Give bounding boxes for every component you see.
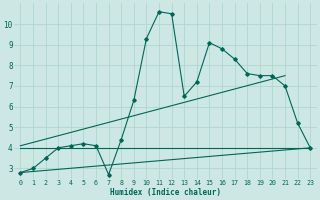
X-axis label: Humidex (Indice chaleur): Humidex (Indice chaleur) [110, 188, 221, 197]
